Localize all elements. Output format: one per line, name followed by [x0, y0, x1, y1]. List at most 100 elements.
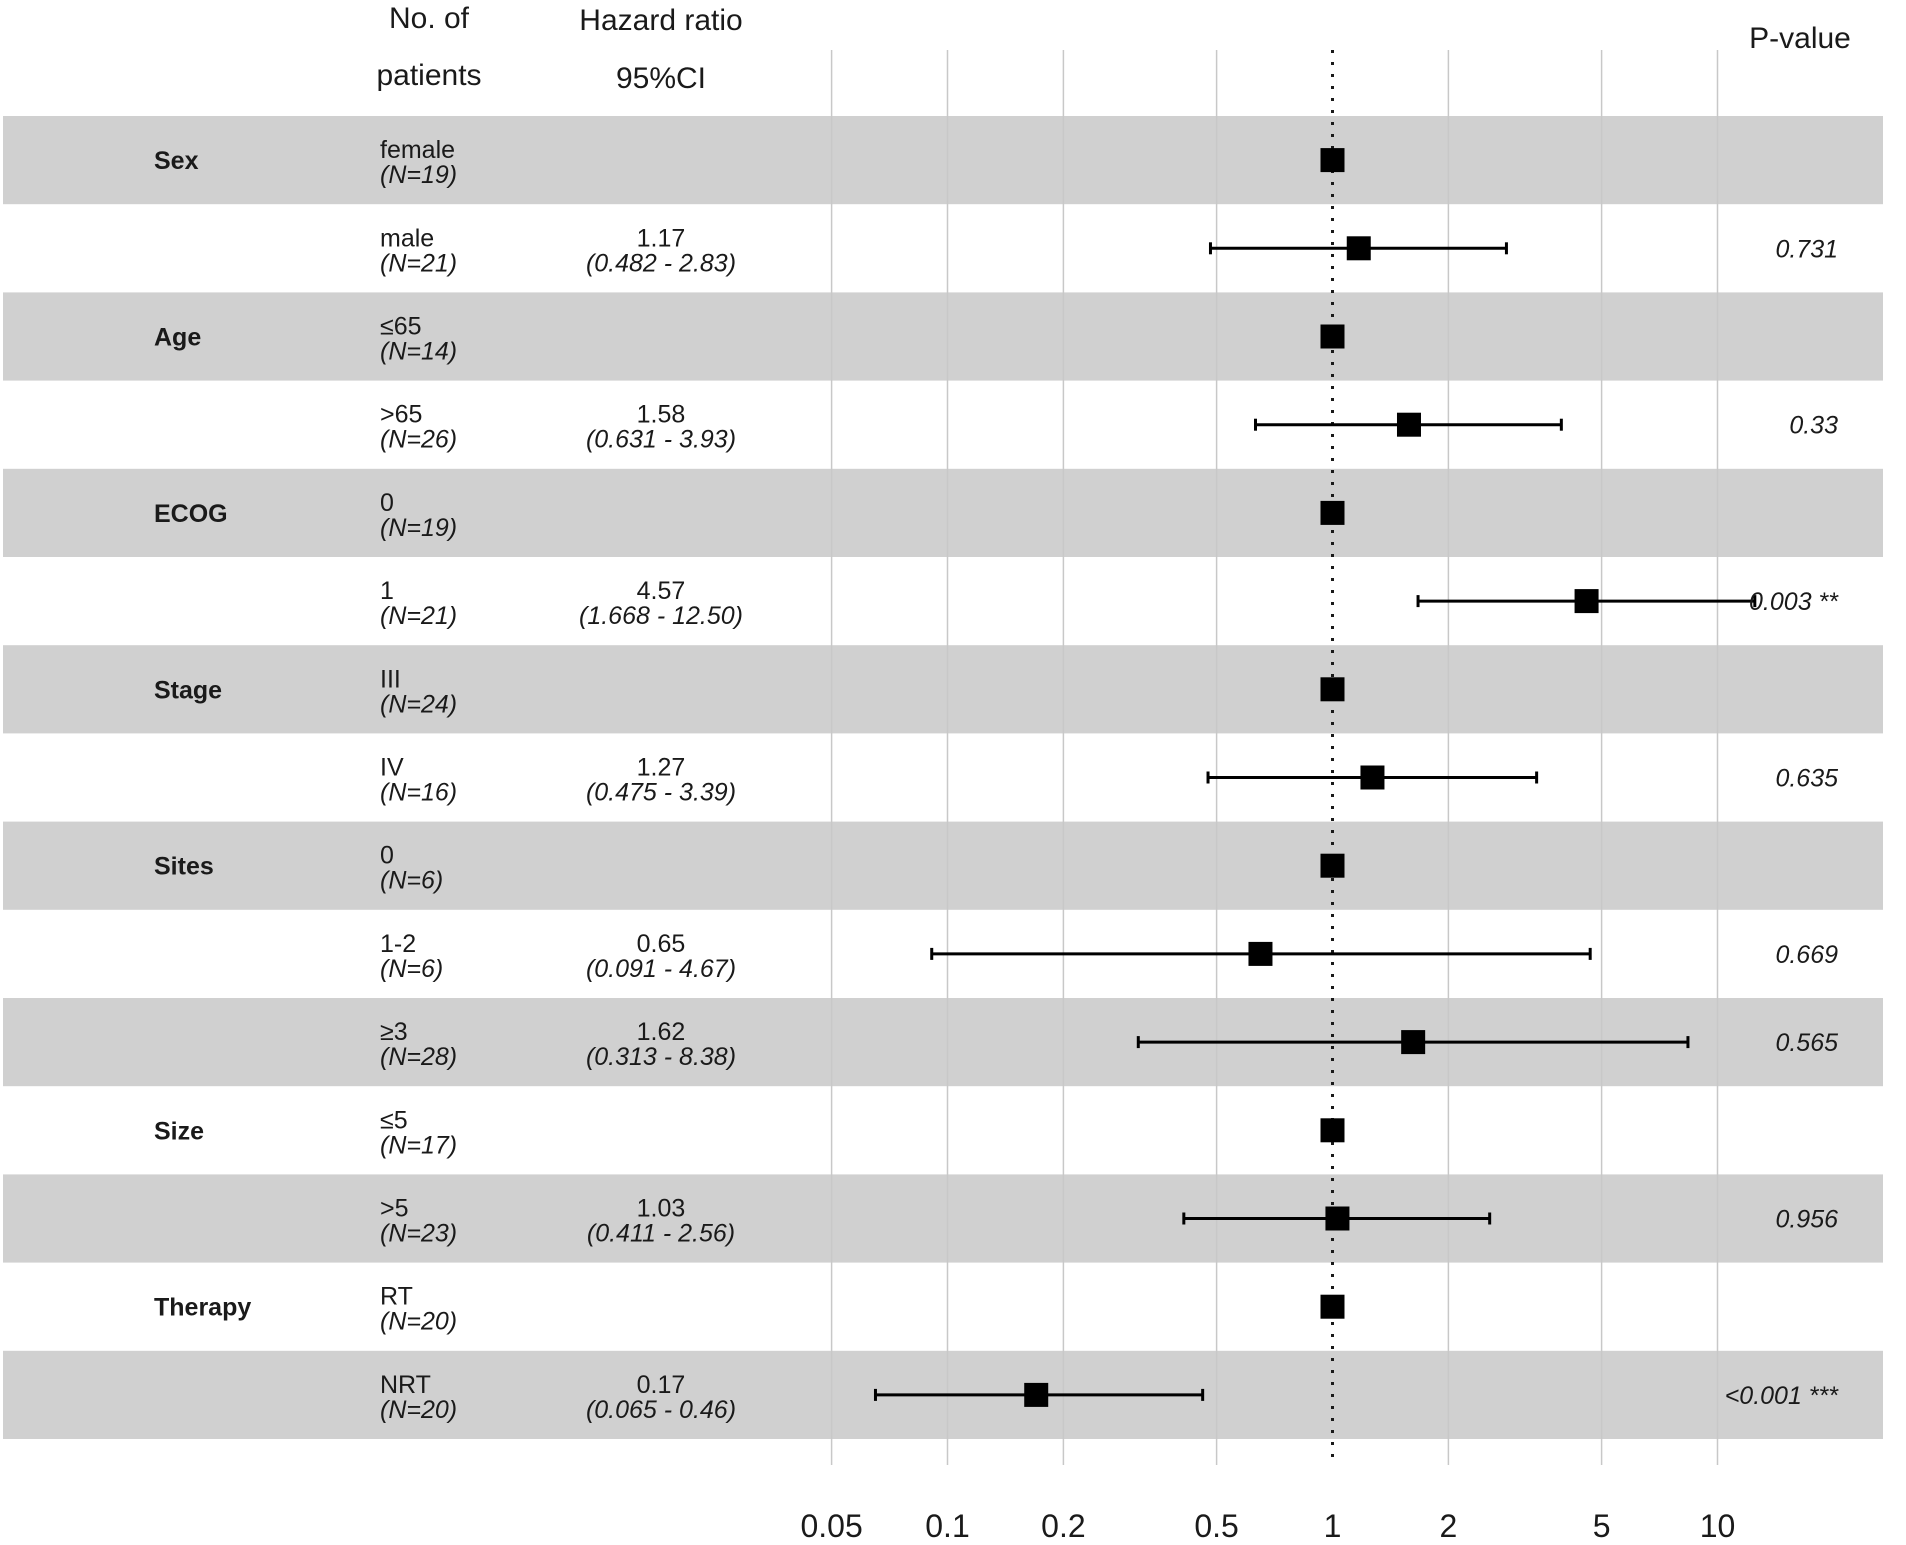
- level-label: 0: [380, 842, 394, 870]
- hazard-ratio-value: 4.57: [637, 577, 686, 605]
- hr-point-marker: [1320, 500, 1345, 525]
- variable-label: Age: [154, 324, 201, 352]
- variable-label: Sex: [154, 147, 199, 175]
- forest-rows: Sex female(N=19)male(N=21)1.17(0.482 - 2.…: [154, 136, 1839, 1424]
- hazard-ratio-value: 1.62: [637, 1018, 686, 1046]
- forest-row: IV(N=16) 1.27(0.475 - 3.39) 0.635: [380, 754, 1838, 807]
- level-label: 0: [380, 489, 394, 517]
- p-value: 0.003 **: [1749, 588, 1839, 616]
- hazard-ratio-value: 1.03: [637, 1195, 686, 1223]
- x-tick-label: 0.5: [1194, 1508, 1238, 1544]
- forest-row: Sites 0(N=6): [154, 842, 1345, 895]
- level-label: III: [380, 665, 401, 693]
- patient-count: (N=24): [380, 690, 457, 718]
- level-label: ≥3: [380, 1018, 408, 1046]
- patient-count: (N=17): [380, 1131, 457, 1159]
- hr-point-marker: [1320, 1294, 1345, 1319]
- row-band: [3, 1174, 1883, 1263]
- confidence-interval-text: (0.482 - 2.83): [586, 249, 736, 277]
- patient-count: (N=19): [380, 514, 457, 542]
- variable-label: Stage: [154, 676, 222, 704]
- p-value: 0.33: [1789, 412, 1838, 440]
- variable-label: Sites: [154, 853, 214, 881]
- forest-row: >65(N=26) 1.58(0.631 - 3.93) 0.33: [380, 401, 1838, 454]
- row-band: [3, 116, 1883, 205]
- hr-point-marker: [1320, 677, 1345, 702]
- forest-row: male(N=21) 1.17(0.482 - 2.83) 0.731: [380, 224, 1838, 277]
- forest-row: 1(N=21) 4.57(1.668 - 12.50) 0.003 **: [380, 577, 1839, 630]
- level-label: >65: [380, 401, 422, 429]
- patient-count: (N=26): [380, 426, 457, 454]
- confidence-interval-text: (0.631 - 3.93): [586, 426, 736, 454]
- hazard-ratio-value: 0.65: [637, 930, 686, 958]
- level-label: IV: [380, 754, 404, 782]
- hr-point-marker: [1360, 765, 1385, 790]
- patient-count: (N=21): [380, 602, 457, 630]
- variable-label: ECOG: [154, 500, 228, 528]
- x-tick-label: 0.2: [1041, 1508, 1085, 1544]
- header-p-value: P-value: [1749, 22, 1851, 55]
- variable-label: Therapy: [154, 1294, 251, 1322]
- confidence-interval-text: (0.065 - 0.46): [586, 1396, 736, 1424]
- level-label: NRT: [380, 1371, 431, 1399]
- p-value: 0.956: [1775, 1206, 1838, 1234]
- confidence-interval-text: (0.313 - 8.38): [586, 1043, 736, 1071]
- patient-count: (N=6): [380, 867, 443, 895]
- confidence-interval-text: (0.411 - 2.56): [587, 1220, 735, 1248]
- p-value: 0.731: [1775, 235, 1838, 263]
- hr-point-marker: [1320, 853, 1345, 878]
- hr-point-marker: [1248, 941, 1273, 966]
- level-label: ≤5: [380, 1106, 408, 1134]
- x-tick-label: 5: [1593, 1508, 1611, 1544]
- row-band: [3, 292, 1883, 381]
- hr-point-marker: [1024, 1382, 1049, 1407]
- forest-row: Stage III(N=24): [154, 665, 1345, 718]
- level-label: RT: [380, 1283, 413, 1311]
- p-value: 0.565: [1775, 1029, 1838, 1057]
- level-label: 1-2: [380, 930, 416, 958]
- row-band: [3, 468, 1883, 557]
- row-band: [3, 645, 1883, 734]
- p-value: <0.001 ***: [1725, 1382, 1840, 1410]
- header-hazard-ratio: Hazard ratio: [579, 4, 742, 37]
- header-patients-line2: patients: [376, 59, 481, 92]
- forest-row: 1-2(N=6) 0.65(0.091 - 4.67) 0.669: [380, 930, 1838, 983]
- hazard-ratio-value: 0.17: [637, 1371, 686, 1399]
- header-patients-line1: No. of: [389, 2, 470, 35]
- hr-point-marker: [1320, 148, 1345, 173]
- variable-label: Size: [154, 1117, 204, 1145]
- level-label: ≤65: [380, 313, 422, 341]
- header-ci: 95%CI: [616, 62, 706, 95]
- p-value: 0.635: [1775, 765, 1838, 793]
- x-tick-label: 2: [1439, 1508, 1457, 1544]
- patient-count: (N=20): [380, 1396, 457, 1424]
- patient-count: (N=14): [380, 338, 457, 366]
- hr-point-marker: [1325, 1206, 1350, 1231]
- patient-count: (N=16): [380, 779, 457, 807]
- x-tick-label: 10: [1700, 1508, 1736, 1544]
- forest-row: Sex female(N=19): [154, 136, 1345, 189]
- hazard-ratio-value: 1.58: [637, 401, 686, 429]
- forest-row: Therapy RT(N=20): [154, 1283, 1345, 1336]
- x-tick-label: 0.05: [800, 1508, 862, 1544]
- patient-count: (N=28): [380, 1043, 457, 1071]
- forest-row: Size ≤5(N=17): [154, 1106, 1345, 1159]
- level-label: 1: [380, 577, 394, 605]
- patient-count: (N=20): [380, 1308, 457, 1336]
- x-tick-label: 1: [1324, 1508, 1342, 1544]
- forest-row: ≥3(N=28) 1.62(0.313 - 8.38) 0.565: [380, 1018, 1838, 1071]
- hr-point-marker: [1401, 1030, 1426, 1055]
- forest-row: ECOG 0(N=19): [154, 489, 1345, 542]
- x-axis-ticks: 0.05 0.1 0.2 0.5 1 2 5 10: [800, 1508, 1735, 1544]
- patient-count: (N=21): [380, 249, 457, 277]
- hr-point-marker: [1574, 589, 1599, 614]
- hazard-ratio-value: 1.17: [637, 224, 686, 252]
- confidence-interval-text: (1.668 - 12.50): [579, 602, 743, 630]
- hr-point-marker: [1320, 1118, 1345, 1143]
- patient-count: (N=23): [380, 1220, 457, 1248]
- level-label: male: [380, 224, 434, 252]
- hr-point-marker: [1320, 324, 1345, 349]
- p-value: 0.669: [1775, 941, 1838, 969]
- x-tick-label: 0.1: [925, 1508, 969, 1544]
